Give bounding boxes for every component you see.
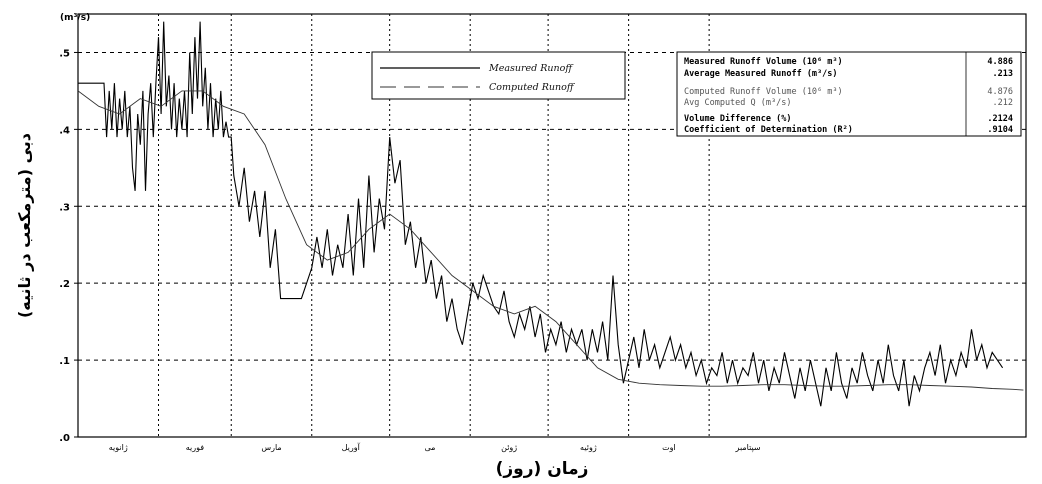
y-tick-label: .5 [59, 48, 70, 59]
stats-label: Volume Difference (%) [684, 113, 791, 124]
legend-label-computed: Computed Runoff [489, 82, 576, 93]
stats-label: Average Measured Runoff (m³/s) [684, 69, 838, 79]
stats-value: .212 [993, 98, 1013, 108]
x-month-label: می [424, 443, 435, 452]
legend-box [371, 51, 626, 100]
y-tick-label: .2 [59, 279, 70, 290]
stats-label: Computed Runoff Volume (10⁶ m³) [684, 87, 843, 97]
y-tick-label: .1 [59, 356, 70, 367]
y-tick-label: .0 [59, 433, 70, 444]
y-tick-label: .4 [59, 125, 70, 136]
series-line-computed [77, 90, 1024, 391]
stats-value: 4.886 [987, 57, 1013, 67]
stats-value: 4.876 [987, 87, 1013, 97]
x-month-label: آوریل [342, 442, 361, 452]
x-month-label: ژوئیه [580, 443, 597, 452]
stats-label: Avg Computed Q (m³/s) [684, 98, 791, 108]
x-month-label: ژانویه [109, 443, 128, 452]
x-month-label: سپتامبر [735, 443, 761, 452]
x-month-label: مارس [261, 443, 281, 452]
stats-value: .2124 [987, 114, 1013, 124]
stats-box [676, 51, 1022, 137]
stats-value: .213 [993, 69, 1013, 79]
y-unit-label: (m³/s) [60, 13, 90, 23]
x-axis-label: زمان (روز) [496, 459, 589, 479]
y-tick-label: .3 [59, 202, 70, 213]
y-axis-label: دبی (مترمکعب در ثانیه) [15, 133, 34, 318]
stats-label: Coefficient of Determination (R²) [684, 124, 853, 135]
x-month-label: اوت [662, 443, 676, 452]
stats-value: .9104 [987, 125, 1013, 135]
legend-label-measured: Measured Runoff [488, 63, 574, 74]
x-month-label: ژوئن [501, 443, 517, 452]
x-month-label: فوریه [186, 443, 205, 452]
series-line-measured [78, 21, 1004, 407]
stats-label: Measured Runoff Volume (10⁶ m³) [684, 57, 843, 67]
